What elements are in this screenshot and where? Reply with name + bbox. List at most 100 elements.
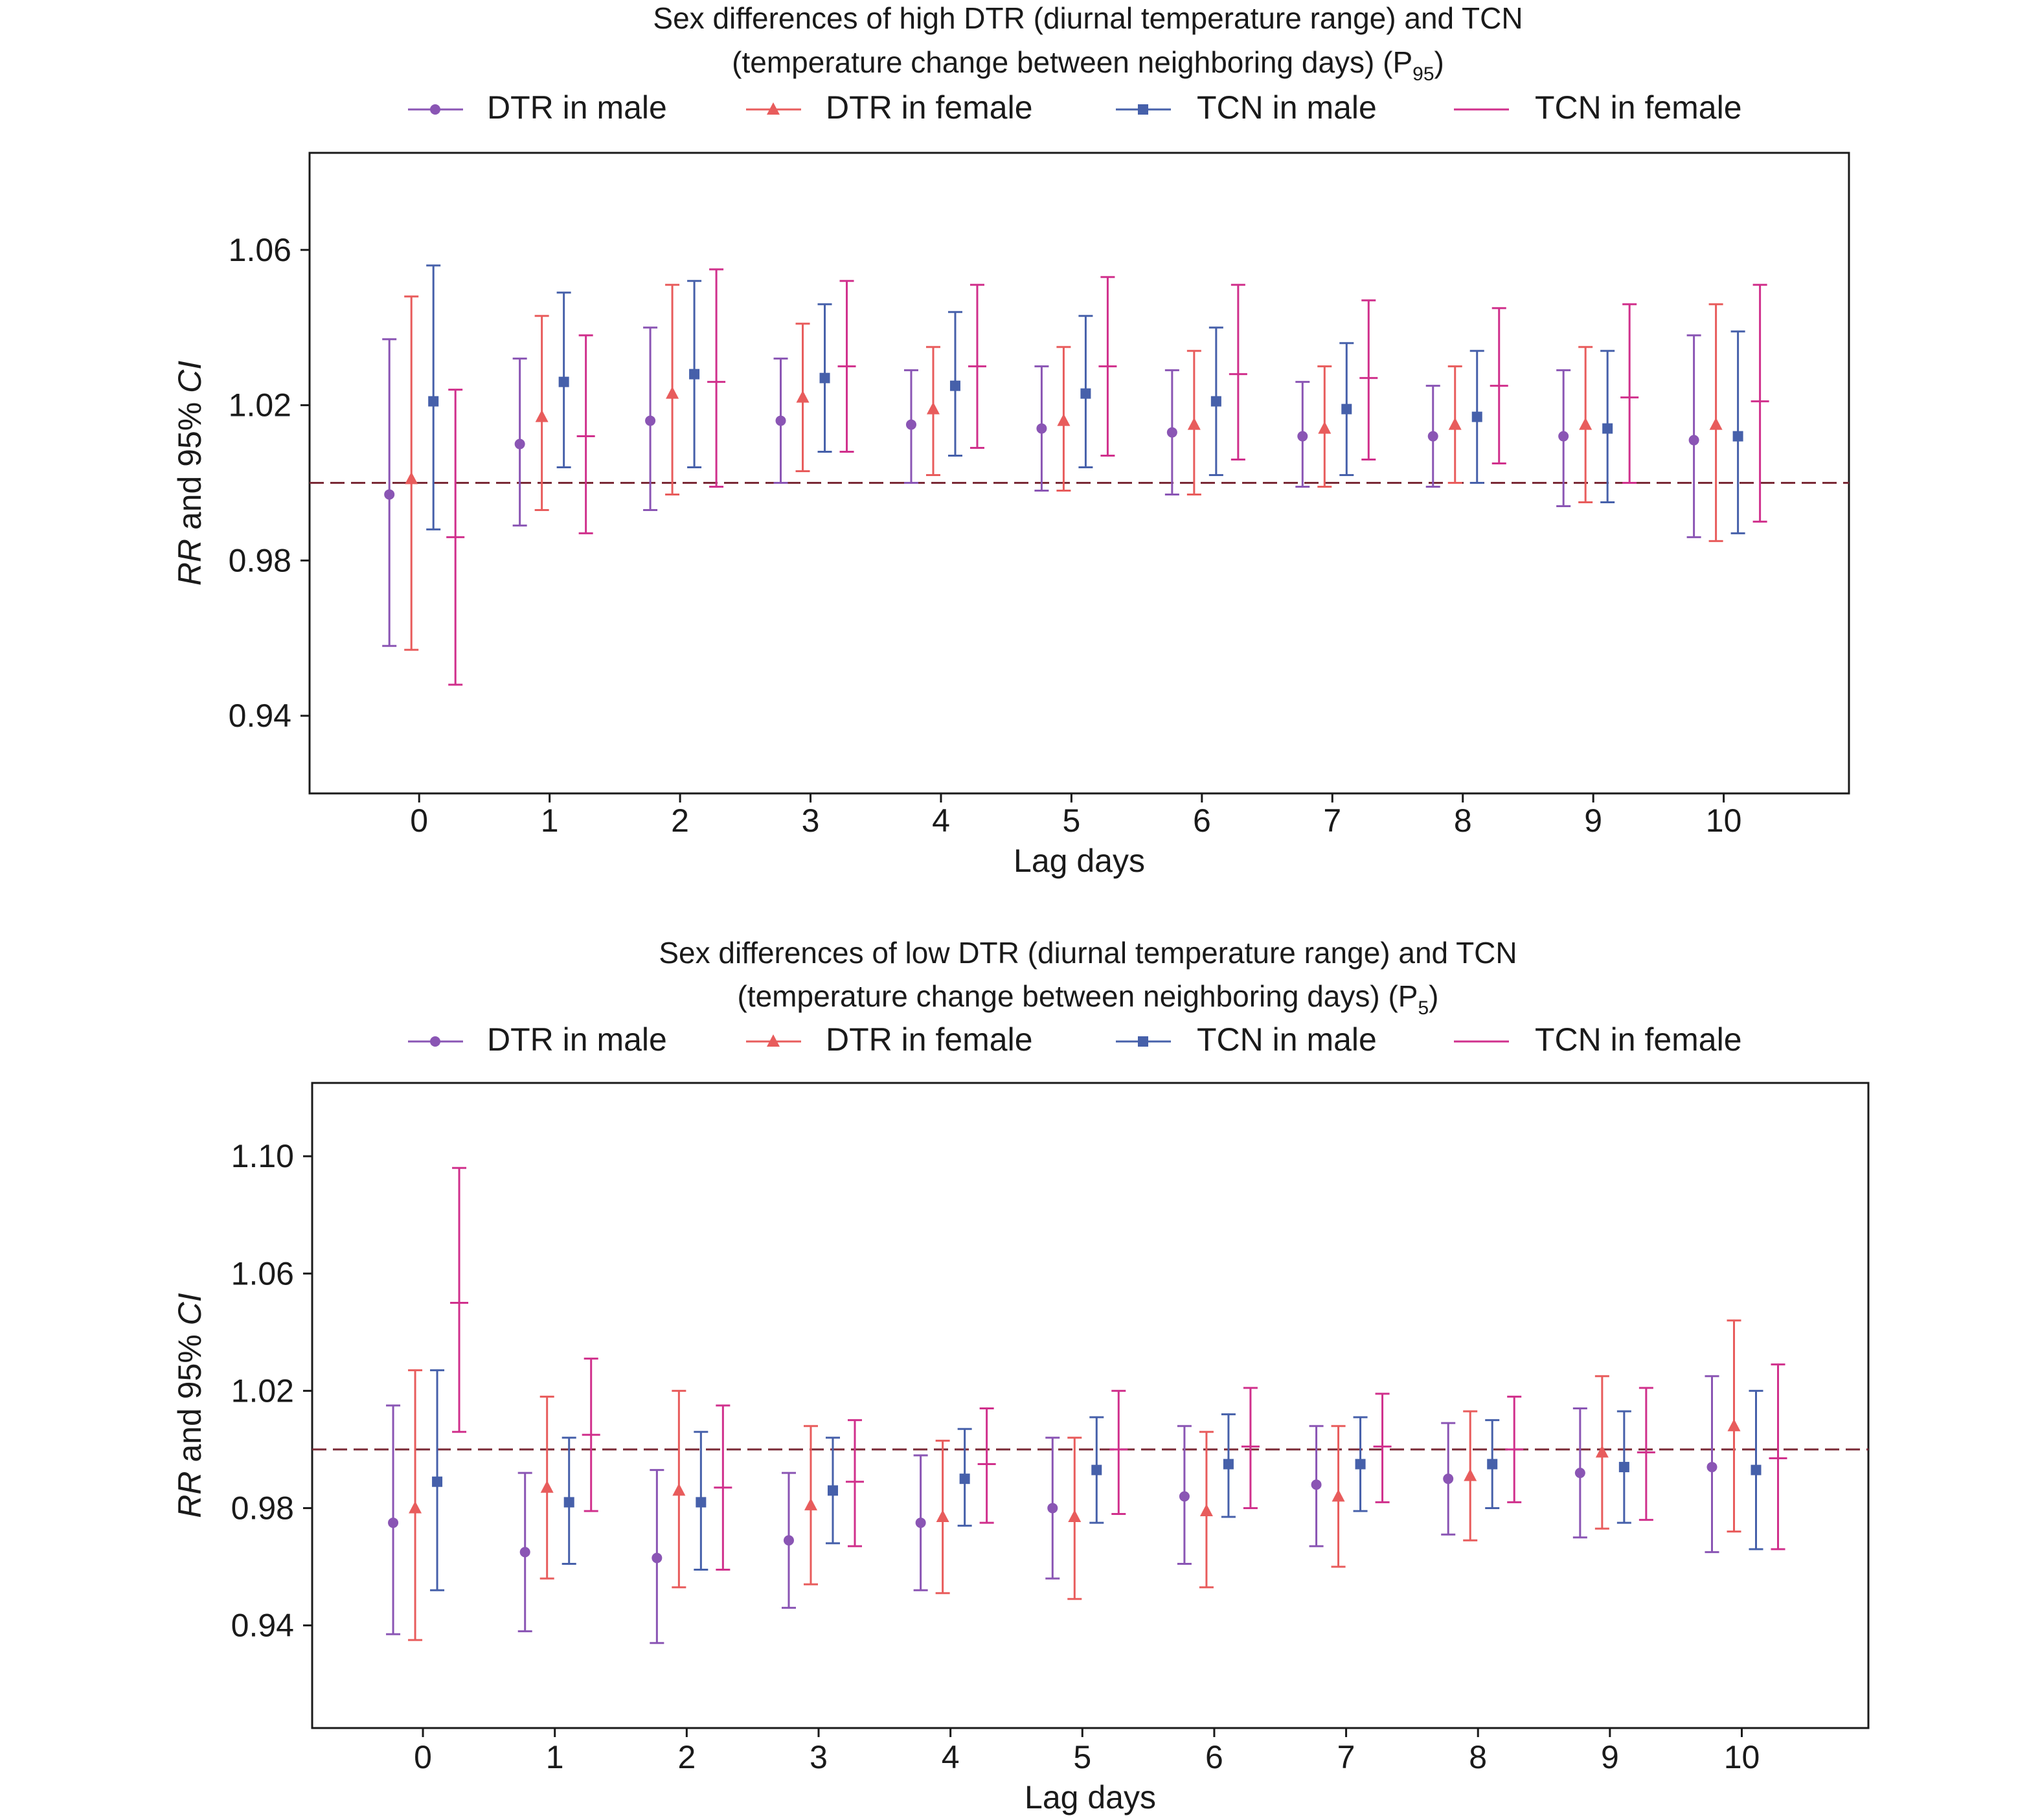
x-tick-label: 9 — [1584, 802, 1602, 839]
error-bar — [1067, 1437, 1082, 1600]
point-marker — [1727, 1418, 1741, 1431]
chart-title-line-1: Sex differences of low DTR (diurnal temp… — [659, 936, 1517, 970]
point-marker — [1318, 421, 1332, 434]
error-bar — [687, 280, 702, 469]
error-bar — [1339, 342, 1354, 476]
legend-item-3: TCN in male — [1116, 1021, 1377, 1058]
error-bar — [1353, 1416, 1368, 1512]
y-axis-label-rr: RR — [172, 1471, 208, 1518]
point-marker-shape — [696, 1497, 707, 1508]
point-marker-shape — [672, 1483, 686, 1496]
x-axis-label: Lag days — [1025, 1779, 1156, 1815]
point-marker — [1166, 427, 1177, 438]
point-marker-shape — [514, 438, 525, 449]
error-bar — [1556, 369, 1571, 507]
point-marker-shape — [1068, 1510, 1082, 1523]
point-marker — [775, 415, 786, 426]
error-bar — [1616, 1410, 1631, 1524]
legend-item-4: TCN in female — [1454, 89, 1742, 126]
point-marker-shape — [1318, 421, 1332, 434]
y-axis-label: RR and 95% CI — [172, 361, 208, 586]
point-marker-shape — [645, 415, 656, 426]
point-marker-shape — [1595, 1445, 1609, 1458]
legend-item-1: DTR in male — [408, 1021, 667, 1058]
point-marker — [696, 1497, 707, 1508]
error-bar — [1109, 1389, 1128, 1516]
series-3 — [426, 264, 1745, 534]
legend-marker-shape — [430, 104, 440, 115]
legend-label: DTR in female — [826, 89, 1033, 126]
point-marker — [384, 489, 395, 500]
chart-title-line-2: (temperature change between neighboring … — [738, 979, 1439, 1019]
legend-item-4: TCN in female — [1454, 1021, 1742, 1058]
point-marker-shape — [796, 390, 810, 403]
point-marker-shape — [1558, 431, 1569, 442]
point-marker-shape — [1297, 431, 1308, 442]
x-tick-label: 1 — [546, 1739, 564, 1775]
error-bar — [1730, 330, 1745, 534]
legend-label: TCN in male — [1197, 89, 1377, 126]
x-tick-label: 7 — [1323, 802, 1341, 839]
error-bar — [803, 1425, 818, 1586]
x-axis-label: Lag days — [1014, 843, 1145, 879]
point-marker-shape — [819, 372, 830, 383]
point-marker — [1297, 431, 1308, 442]
error-bar — [576, 334, 595, 534]
point-marker — [827, 1485, 838, 1496]
y-tick-label: 1.10 — [231, 1138, 294, 1174]
error-bar — [1578, 346, 1593, 503]
error-bar — [386, 1404, 401, 1635]
chart-title-line-1: Sex differences of high DTR (diurnal tem… — [653, 1, 1523, 35]
point-marker — [1706, 1462, 1717, 1473]
error-bar — [450, 1166, 469, 1433]
point-marker — [1558, 431, 1569, 442]
point-marker-shape — [827, 1485, 838, 1496]
error-bar — [707, 268, 726, 488]
legend-marker-shape — [1138, 1036, 1148, 1047]
point-marker-shape — [804, 1497, 817, 1510]
chart-title-main: (temperature change between neighboring … — [732, 45, 1412, 79]
y-axis-label-ci: CI — [172, 361, 208, 393]
error-bar — [446, 389, 465, 686]
error-bar — [1686, 334, 1701, 538]
x-tick-label: 1 — [541, 802, 559, 839]
y-axis-label-mid: and 95% — [172, 1325, 208, 1471]
chart-panel-1: Sex differences of high DTR (diurnal tem… — [172, 1, 1850, 879]
error-bar — [968, 284, 986, 449]
error-bar — [1177, 1425, 1192, 1565]
point-marker — [388, 1518, 399, 1529]
point-marker-shape — [540, 1480, 554, 1493]
y-tick-label: 0.94 — [229, 698, 291, 734]
point-marker — [959, 1473, 970, 1484]
chart-title-close: ) — [1434, 45, 1444, 79]
error-bar — [977, 1407, 996, 1524]
legend-marker-shape — [767, 102, 780, 115]
point-marker — [1223, 1459, 1234, 1470]
point-marker — [1068, 1510, 1082, 1523]
error-bar — [781, 1472, 796, 1609]
point-marker — [1332, 1489, 1345, 1502]
point-marker — [1579, 417, 1592, 430]
point-marker-shape — [1618, 1462, 1629, 1473]
point-marker-shape — [1709, 417, 1723, 430]
legend-marker — [430, 104, 440, 115]
x-tick-label: 9 — [1601, 1739, 1619, 1775]
point-marker-shape — [1311, 1479, 1322, 1490]
y-tick-label: 0.94 — [231, 1608, 294, 1644]
error-bar — [1078, 315, 1093, 469]
legend-label: TCN in female — [1535, 1021, 1742, 1058]
point-marker — [1618, 1462, 1629, 1473]
x-tick-label: 2 — [671, 802, 689, 839]
point-marker-shape — [558, 376, 569, 387]
error-bar — [1594, 1375, 1609, 1530]
legend-item-1: DTR in male — [408, 89, 667, 126]
legend-item-2: DTR in female — [746, 1021, 1033, 1058]
error-bar — [845, 1419, 864, 1547]
point-marker — [405, 472, 418, 484]
point-marker-shape — [1057, 413, 1071, 426]
legend-label: TCN in male — [1197, 1021, 1377, 1058]
point-marker-shape — [1706, 1462, 1717, 1473]
error-bar — [512, 358, 527, 527]
error-bar — [925, 346, 940, 476]
point-marker-shape — [405, 472, 418, 484]
